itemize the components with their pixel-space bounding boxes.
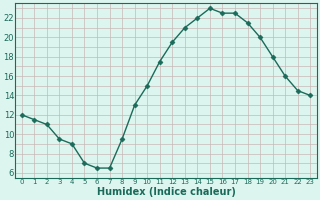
X-axis label: Humidex (Indice chaleur): Humidex (Indice chaleur) [97, 187, 236, 197]
